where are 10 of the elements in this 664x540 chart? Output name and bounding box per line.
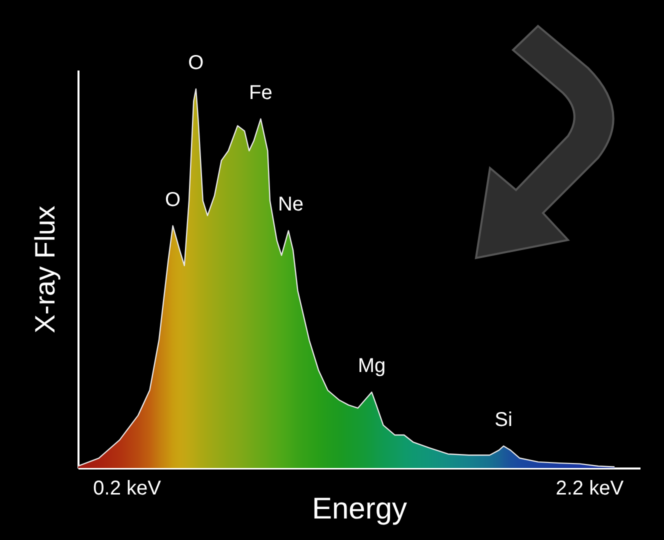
annotation: Si: [494, 409, 512, 432]
annotation: O: [165, 188, 181, 211]
annotation: O: [188, 52, 204, 74]
annotation: Mg: [358, 355, 386, 378]
x-tick-label: 2.2 keV: [556, 478, 624, 500]
annotation: Ne: [278, 194, 304, 216]
y-axis-title: X-ray Flux: [30, 206, 60, 334]
x-tick-label: 0.2 keV: [93, 478, 162, 500]
annotation: Fe: [249, 82, 272, 104]
x-axis-title: Energy: [312, 492, 408, 526]
